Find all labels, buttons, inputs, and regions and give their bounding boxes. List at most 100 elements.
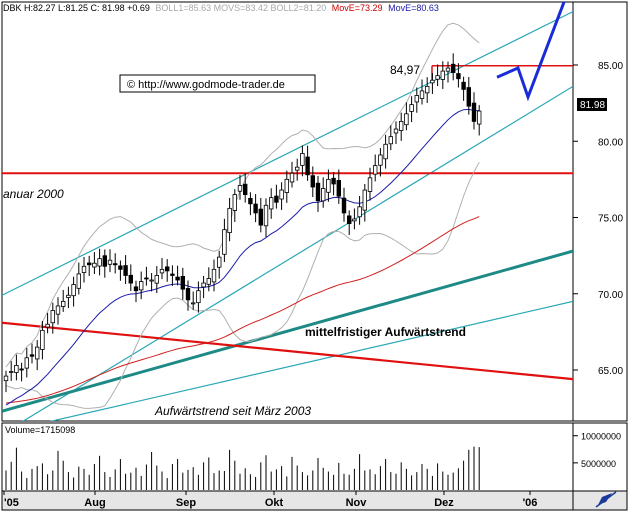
time-tick-label: Nov (346, 497, 368, 509)
move-slow-line (5, 216, 480, 404)
candle-body (196, 290, 201, 304)
watermark-box (119, 74, 316, 93)
candle-body (248, 197, 253, 205)
candle-body (55, 305, 61, 315)
candle-body (430, 79, 435, 84)
candle-body (159, 268, 165, 274)
price-tick-label: 65.00 (598, 366, 623, 377)
price-tick-label: 80.00 (598, 137, 623, 148)
price-badge (577, 98, 607, 111)
candle-body (336, 180, 341, 197)
candle-body (97, 258, 102, 267)
candle-body (440, 70, 445, 80)
candle-body (170, 273, 175, 276)
candle-body (232, 194, 237, 211)
candle-body (419, 90, 425, 99)
candle-body (461, 81, 466, 90)
price-tick-label: 70.00 (598, 290, 623, 301)
peak-label: 84,97 (390, 63, 420, 77)
price-tick-label: 75.00 (598, 214, 623, 225)
candle-body (357, 206, 362, 218)
header-move-short: MovE=80.63 (388, 3, 439, 13)
candle-body (19, 368, 24, 371)
candle-body (466, 87, 471, 107)
price-axis-panel (572, 1, 628, 422)
candle-body (300, 153, 305, 166)
candle-body (315, 182, 321, 202)
candle-body (341, 197, 347, 214)
candle-body (40, 329, 45, 350)
channel-upper-line (2, 11, 573, 296)
header-move-long: MovE=73.29 (332, 3, 383, 13)
candle-body (92, 262, 97, 268)
candle-body (289, 172, 295, 183)
watermark-text: © http://www.godmode-trader.de (127, 79, 285, 91)
move-fast-line (5, 108, 480, 406)
candle-body (180, 276, 185, 290)
time-tick-label: Dez (434, 497, 454, 509)
candle-body (29, 354, 35, 357)
volume-tick-label: 5000000 (581, 459, 616, 469)
volume-tick-label: 10000000 (581, 432, 621, 442)
candle-body (274, 195, 279, 203)
candle-body (398, 121, 404, 131)
candle-body (61, 300, 66, 307)
candle-body (320, 188, 326, 202)
candle-body (242, 183, 248, 196)
candle-body (237, 185, 243, 192)
candle-body (87, 262, 92, 266)
candle-body (367, 177, 373, 192)
candle-body (50, 310, 55, 324)
candle-body (144, 277, 149, 280)
candle-body (123, 265, 128, 276)
candle-body (258, 208, 263, 226)
candle-body (404, 113, 409, 126)
candle-body (450, 63, 456, 74)
header-quote: DBK H:82.27 L:81.25 C: 81.98 +0.69 (3, 3, 150, 13)
candle-body (268, 197, 274, 210)
time-tick-label: '05 (4, 497, 19, 509)
candle-body (149, 279, 154, 282)
candle-body (352, 218, 357, 222)
chart-header: DBK H:82.27 L:81.25 C: 81.98 +0.69 BOLL1… (3, 3, 439, 13)
bollinger-upper (5, 22, 480, 368)
candle-body (24, 357, 29, 369)
header-bollinger: BOLL1=85.63 MOVS=83.42 BOLL2=81.20 (155, 3, 326, 13)
long-trend-lower-line (49, 300, 573, 421)
candle-body (216, 256, 222, 268)
volume-label: Volume=1715098 (5, 425, 75, 435)
decline-line (2, 321, 573, 381)
candle-body (346, 215, 352, 224)
candle-body (227, 207, 232, 233)
candle-body (456, 73, 461, 80)
candle-body (206, 278, 211, 285)
candle-body (76, 273, 81, 289)
candle-body (362, 189, 367, 211)
candle-body (253, 203, 258, 214)
candle-body (409, 104, 414, 112)
candle-body (14, 365, 19, 373)
candle-body (222, 229, 227, 255)
candle-body (388, 136, 393, 145)
time-tick-label: Okt (265, 497, 284, 509)
bollinger-lower (5, 162, 480, 409)
candle-body (326, 178, 331, 193)
long-trend-main-line (2, 249, 573, 413)
candle-body (133, 286, 139, 292)
candle-body (154, 275, 159, 284)
candle-body (81, 265, 87, 273)
candle-body (476, 110, 482, 125)
pencil-icon[interactable] (595, 491, 617, 508)
candle-body (35, 346, 40, 360)
time-tick-label: Aug (84, 497, 105, 509)
candle-body (383, 143, 388, 160)
volume-panel (1, 422, 574, 492)
candle-body (45, 323, 50, 328)
time-tick-label: Sep (176, 497, 196, 509)
left-label: anuar 2000 (3, 187, 64, 201)
volume-axis-panel (572, 422, 628, 492)
candle-body (175, 276, 180, 281)
candle-body (185, 288, 191, 301)
